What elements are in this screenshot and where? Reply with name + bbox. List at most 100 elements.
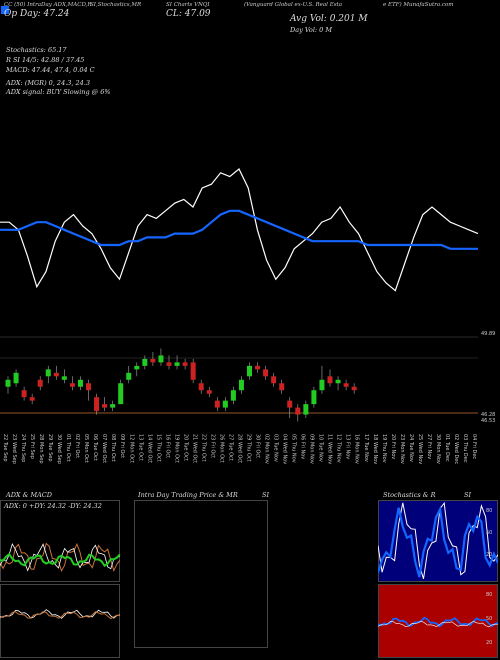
candle-body bbox=[174, 362, 180, 366]
date-tick: 30 Fri Oct bbox=[255, 434, 261, 458]
macd-signal-line bbox=[0, 611, 120, 620]
date-tick: 04 Fri Dec bbox=[471, 434, 477, 459]
candle-body bbox=[126, 372, 132, 380]
main-chart-top-level: 49.89 bbox=[481, 331, 496, 337]
stoch-panel-title: Stochastics & R bbox=[383, 491, 436, 499]
candle-body bbox=[69, 383, 75, 387]
date-tick: 02 Mon Nov bbox=[264, 434, 270, 464]
candle-body bbox=[230, 390, 236, 401]
date-tick: 10 Tue Nov bbox=[318, 434, 324, 462]
date-tick: 02 Fri Oct bbox=[74, 434, 80, 458]
candle-body bbox=[86, 383, 91, 391]
date-tick: 19 Thu Nov bbox=[381, 434, 387, 463]
date-tick: 19 Mon Oct bbox=[173, 434, 179, 463]
date-tick: 09 Mon Nov bbox=[309, 434, 315, 464]
candle-body bbox=[45, 369, 51, 377]
date-tick: 08 Thu Oct bbox=[110, 434, 116, 462]
candle-body bbox=[190, 362, 196, 380]
candle-body bbox=[214, 400, 220, 408]
adx-minus-di-line bbox=[0, 542, 120, 572]
open-price: Op Day: 47.24 bbox=[4, 9, 70, 19]
header-title-2: SI,Stochastics,MR bbox=[90, 2, 142, 8]
signal-line bbox=[0, 209, 478, 250]
candle-body bbox=[134, 365, 140, 370]
stoch-axis-label: 80 bbox=[486, 508, 492, 514]
macd-lines bbox=[0, 609, 120, 620]
candle-body bbox=[303, 404, 309, 415]
date-tick: 17 Tue Nov bbox=[363, 434, 369, 462]
date-tick: 07 Wed Oct bbox=[101, 434, 107, 463]
date-tick: 14 Wed Oct bbox=[146, 434, 152, 463]
adx-plus-di-line bbox=[0, 542, 120, 573]
date-tick: 30 Wed Sep bbox=[56, 434, 62, 464]
adx-signal: ADX signal: BUY Slowing @ 6% bbox=[6, 88, 111, 96]
date-tick: 09 Fri Oct bbox=[119, 434, 125, 458]
candle-body bbox=[5, 379, 11, 387]
date-tick: 03 Thu Dec bbox=[462, 434, 468, 463]
header-title-1: CC (50) IntraDay ADX,MACD,R bbox=[4, 2, 92, 8]
candle-chart bbox=[0, 348, 478, 422]
adx-panel-title: ADX & MACD bbox=[6, 491, 52, 499]
date-tick: 28 Wed Oct bbox=[236, 434, 242, 463]
date-tick: 30 Mon Nov bbox=[435, 434, 441, 464]
date-tick: 22 Tue Sep bbox=[2, 434, 8, 462]
candle-body bbox=[247, 365, 252, 377]
date-tick: 24 Thu Sep bbox=[20, 434, 26, 462]
stoch-panel-si: SI bbox=[464, 491, 472, 499]
candle-level-mid: 46.28 bbox=[481, 412, 496, 418]
candle-body bbox=[166, 362, 172, 366]
rsi-axis-label: 50 bbox=[486, 616, 492, 622]
date-tick: 12 Thu Nov bbox=[336, 434, 342, 463]
date-tick: 02 Wed Dec bbox=[453, 434, 459, 464]
date-tick: 20 Tue Oct bbox=[182, 434, 188, 461]
intraday-panel-si: SI bbox=[262, 491, 270, 499]
date-tick: 06 Tue Oct bbox=[92, 434, 98, 461]
date-tick: 29 Tue Sep bbox=[47, 434, 53, 462]
stoch-axis-label: 20 bbox=[486, 552, 492, 558]
candle-body bbox=[206, 390, 212, 394]
day-volume: Day Vol: 0 M bbox=[290, 26, 333, 34]
avg-volume: Avg Vol: 0.201 M bbox=[290, 14, 368, 24]
candle-body bbox=[61, 376, 67, 380]
rsi-line bbox=[378, 616, 498, 628]
intraday-panel-title: Intra Day Trading Price & MR bbox=[138, 491, 238, 499]
candle-body bbox=[279, 383, 285, 391]
date-tick: 01 Tue Dec bbox=[444, 434, 450, 462]
date-tick: 27 Fri Nov bbox=[426, 434, 432, 459]
date-tick: 13 Fri Nov bbox=[345, 434, 351, 459]
rsi-axis-label: 20 bbox=[486, 640, 492, 646]
rsi-panel bbox=[378, 584, 498, 658]
adx-lines bbox=[0, 542, 120, 573]
adx-panel bbox=[0, 500, 120, 582]
mrsi-line bbox=[378, 620, 498, 628]
date-tick: 01 Thu Oct bbox=[65, 434, 71, 462]
candle-body bbox=[77, 379, 83, 387]
candle-body bbox=[150, 358, 156, 363]
stochastic-line bbox=[0, 168, 479, 292]
date-tick: 23 Mon Nov bbox=[399, 434, 405, 464]
date-tick: 15 Thu Oct bbox=[155, 434, 161, 462]
candle-body bbox=[295, 407, 301, 415]
close-price: CL: 47.09 bbox=[166, 9, 211, 19]
date-tick: 22 Thu Oct bbox=[200, 434, 206, 462]
candle-body bbox=[53, 372, 59, 377]
candle-body bbox=[198, 383, 204, 391]
candle-body bbox=[271, 376, 277, 384]
adx-line bbox=[0, 552, 120, 568]
legend-swatch bbox=[1, 6, 9, 14]
date-tick: 13 Tue Oct bbox=[137, 434, 143, 461]
candle-body bbox=[287, 400, 293, 408]
candle-body bbox=[182, 362, 188, 366]
date-tick: 24 Tue Nov bbox=[408, 434, 414, 462]
candle-body bbox=[255, 365, 261, 370]
date-tick: 23 Wed Sep bbox=[11, 434, 17, 464]
date-tick: 16 Mon Nov bbox=[354, 434, 360, 464]
date-tick: 28 Mon Sep bbox=[38, 434, 44, 464]
date-tick: 05 Thu Nov bbox=[291, 434, 297, 463]
stoch-k-line bbox=[378, 501, 498, 579]
header-title-4: (Vanguard Global ex-U.S. Real Esta bbox=[244, 2, 343, 8]
candle-body bbox=[311, 390, 317, 405]
candle-body bbox=[327, 376, 333, 384]
stoch-d-line bbox=[378, 505, 498, 578]
candle-body bbox=[319, 379, 325, 391]
